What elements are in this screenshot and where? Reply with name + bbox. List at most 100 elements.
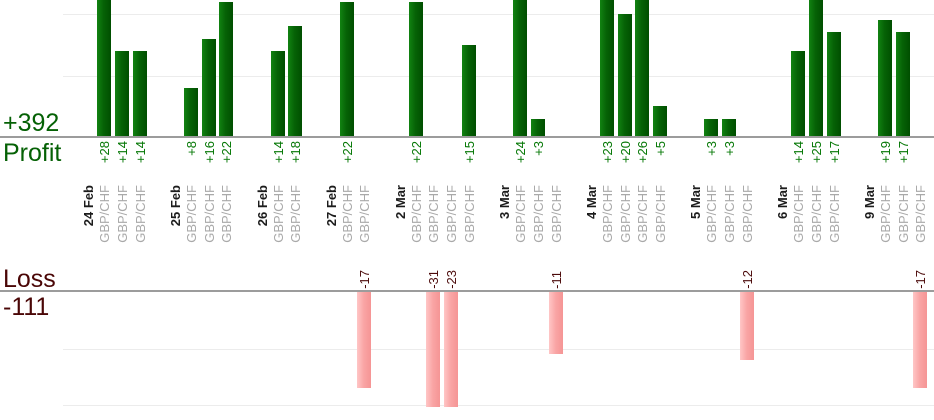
- loss-bar: [444, 292, 458, 407]
- profit-bar: [653, 106, 667, 137]
- profit-bar: [791, 51, 805, 137]
- profit-bar: [896, 32, 910, 137]
- date-label: 24 Feb: [81, 185, 96, 227]
- loss-value-label: -11: [549, 271, 564, 289]
- symbol-label: GBP/CHF: [878, 185, 893, 243]
- profit-bar: [827, 32, 841, 137]
- profit-bar: [202, 39, 216, 137]
- loss-axis-line: [0, 290, 934, 292]
- date-label: 26 Feb: [255, 185, 270, 227]
- symbol-label: GBP/CHF: [809, 185, 824, 243]
- profit-axis-line: [0, 136, 934, 138]
- profit-value-label: +3: [704, 141, 719, 156]
- profit-bar: [409, 2, 423, 137]
- profit-bar: [97, 0, 111, 137]
- profit-bar: [462, 45, 476, 137]
- profit-value-label: +3: [722, 141, 737, 156]
- symbol-label: GBP/CHF: [653, 185, 668, 243]
- loss-value-label: -31: [426, 270, 441, 289]
- loss-bar: [913, 292, 927, 388]
- date-label: 25 Feb: [168, 185, 183, 227]
- date-label: 4 Mar: [584, 185, 599, 219]
- symbol-label: GBP/CHF: [704, 185, 719, 243]
- loss-bar: [549, 292, 563, 354]
- symbol-label: GBP/CHF: [357, 185, 372, 243]
- profit-value-label: +14: [133, 141, 148, 164]
- loss-value-label: -17: [913, 270, 928, 289]
- profit-bar: [600, 0, 614, 137]
- profit-total: +392: [3, 109, 60, 137]
- profit-value-label: +8: [184, 141, 199, 156]
- loss-value-label: -12: [740, 270, 755, 289]
- symbol-label: GBP/CHF: [740, 185, 755, 243]
- date-label: 3 Mar: [497, 185, 512, 219]
- profit-bar: [288, 26, 302, 137]
- profit-value-label: +16: [202, 141, 217, 164]
- symbol-label: GBP/CHF: [288, 185, 303, 243]
- loss-plot-area: [0, 292, 934, 407]
- profit-plot-area: [0, 0, 934, 137]
- profit-value-label: +22: [219, 141, 234, 164]
- profit-bar: [513, 0, 527, 137]
- profit-bar: [878, 20, 892, 137]
- symbol-label: GBP/CHF: [97, 185, 112, 243]
- profit-value-label: +5: [653, 141, 668, 156]
- symbol-label: GBP/CHF: [271, 185, 286, 243]
- symbol-label: GBP/CHF: [426, 185, 441, 243]
- profit-value-label: +22: [340, 141, 355, 164]
- symbol-label: GBP/CHF: [722, 185, 737, 243]
- symbol-label: GBP/CHF: [791, 185, 806, 243]
- profit-value-label: +18: [288, 141, 303, 164]
- profit-bar: [184, 88, 198, 137]
- loss-axis-label: Loss: [3, 265, 56, 293]
- profit-bar: [809, 0, 823, 137]
- profit-value-label: +24: [513, 141, 528, 164]
- symbol-label: GBP/CHF: [202, 185, 217, 243]
- profit-bar: [133, 51, 147, 137]
- symbol-label: GBP/CHF: [896, 185, 911, 243]
- date-label: 2 Mar: [393, 185, 408, 219]
- symbol-label: GBP/CHF: [133, 185, 148, 243]
- profit-gridline: [63, 14, 934, 15]
- profit-value-label: +14: [115, 141, 130, 164]
- profit-value-label: +23: [600, 141, 615, 164]
- loss-value-label: -17: [357, 270, 372, 289]
- date-label: 9 Mar: [862, 185, 877, 219]
- profit-bar: [722, 119, 736, 137]
- profit-value-label: +3: [531, 141, 546, 156]
- symbol-label: GBP/CHF: [531, 185, 546, 243]
- loss-bar: [426, 292, 440, 407]
- profit-value-label: +17: [827, 141, 842, 164]
- date-label: 6 Mar: [775, 185, 790, 219]
- profit-gridline: [63, 76, 934, 77]
- loss-bar: [357, 292, 371, 388]
- profit-bar: [635, 0, 649, 137]
- profit-value-label: +19: [878, 141, 893, 164]
- profit-bar: [340, 2, 354, 137]
- profit-bar: [115, 51, 129, 137]
- loss-gridline: [63, 405, 934, 406]
- loss-total: -111: [3, 293, 50, 321]
- symbol-label: GBP/CHF: [184, 185, 199, 243]
- loss-bar: [740, 292, 754, 360]
- profit-bar: [704, 119, 718, 137]
- symbol-label: GBP/CHF: [618, 185, 633, 243]
- symbol-label: GBP/CHF: [913, 185, 928, 243]
- date-label: 5 Mar: [688, 185, 703, 219]
- profit-axis-label: Profit: [3, 139, 62, 167]
- profit-value-label: +14: [791, 141, 806, 164]
- profit-bar: [618, 14, 632, 137]
- date-label: 27 Feb: [324, 185, 339, 227]
- loss-gridline: [63, 349, 934, 350]
- profit-value-label: +14: [271, 141, 286, 164]
- profit-bar: [271, 51, 285, 137]
- profit-value-label: +28: [97, 141, 112, 164]
- loss-value-label: -23: [444, 270, 459, 289]
- symbol-label: GBP/CHF: [115, 185, 130, 243]
- symbol-label: GBP/CHF: [444, 185, 459, 243]
- symbol-label: GBP/CHF: [600, 185, 615, 243]
- symbol-label: GBP/CHF: [635, 185, 650, 243]
- symbol-label: GBP/CHF: [219, 185, 234, 243]
- profit-value-label: +26: [635, 141, 650, 164]
